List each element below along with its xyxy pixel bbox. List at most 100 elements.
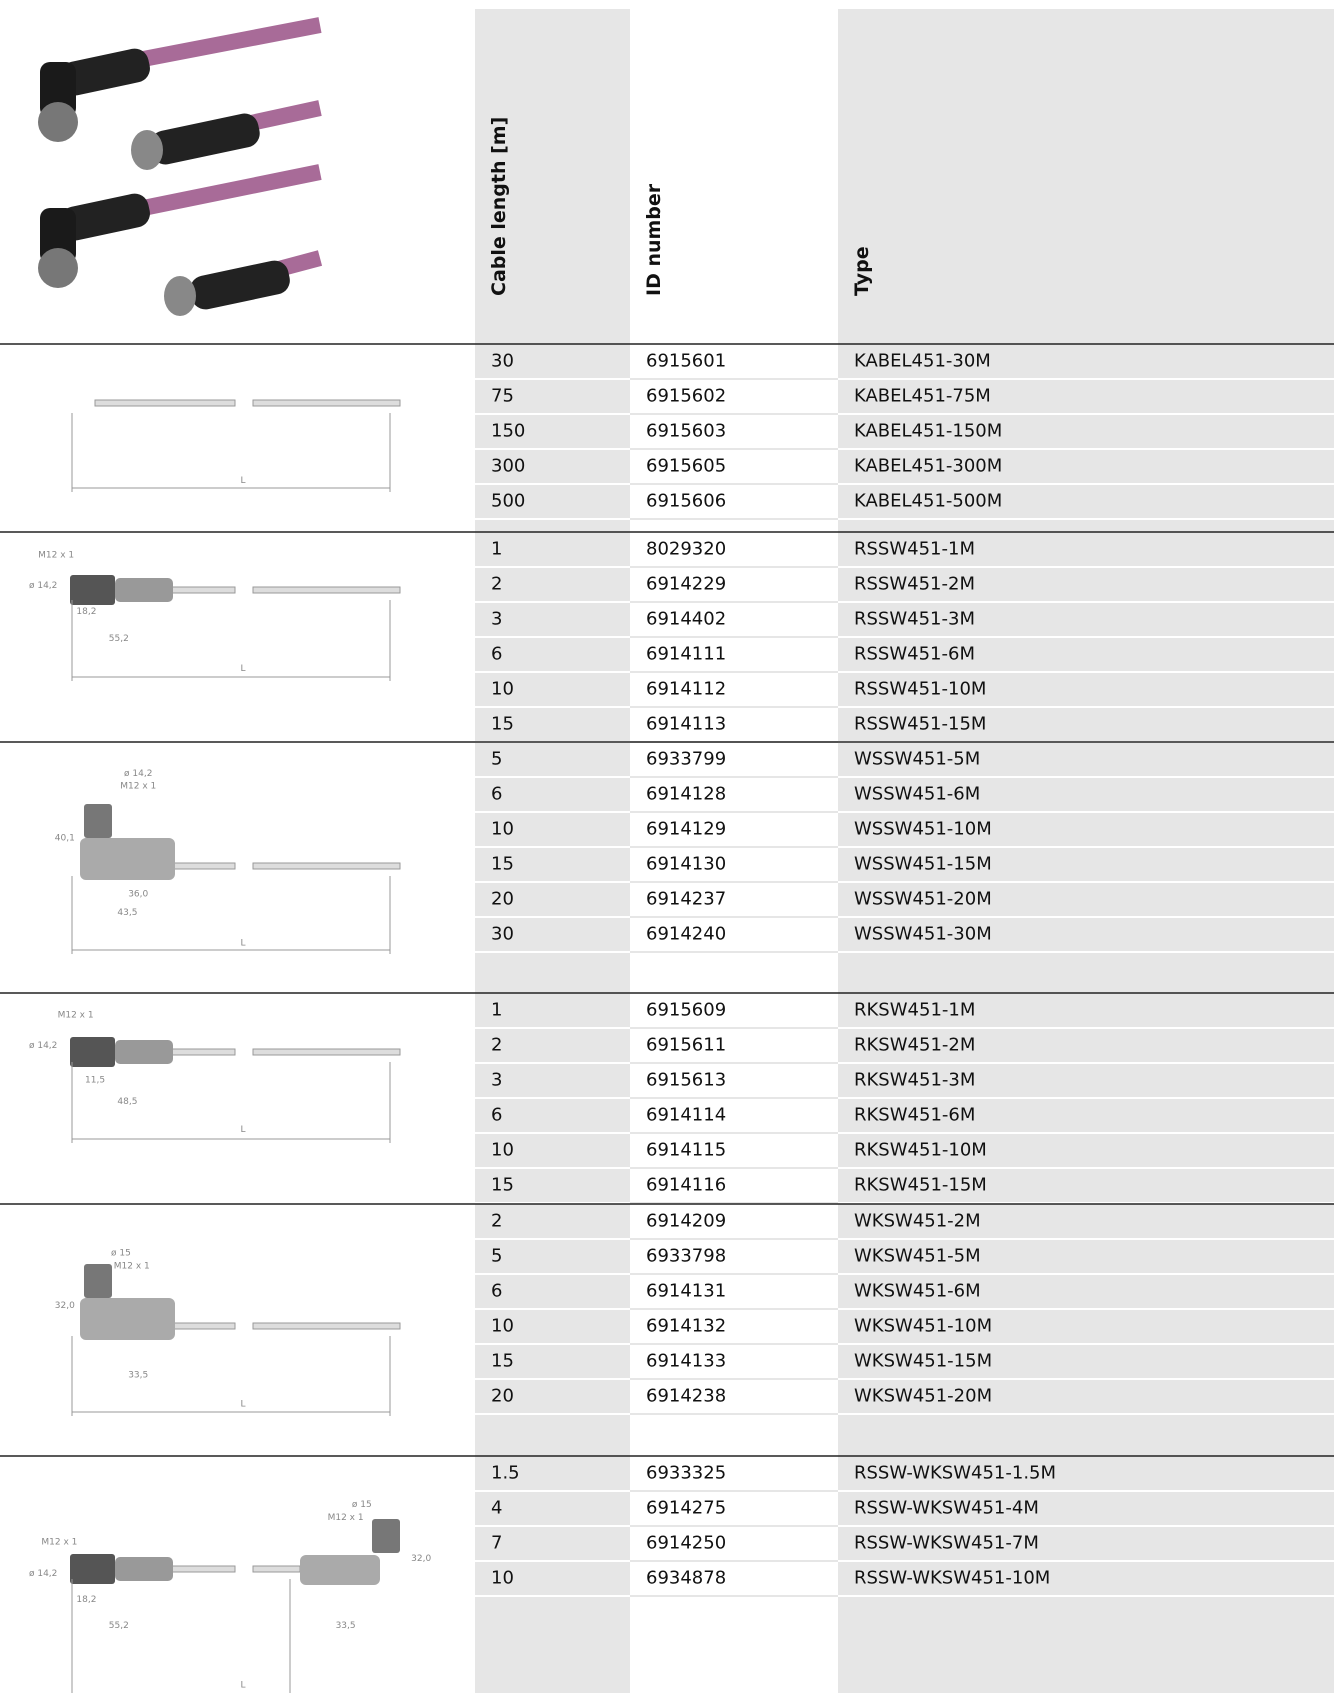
table-cell: RSSW-WKSW451-1.5M <box>854 1463 1056 1484</box>
dimension-label: 55,2 <box>109 634 129 644</box>
table-cell: KABEL451-300M <box>854 456 1002 477</box>
table-cell: WSSW451-5M <box>854 749 980 770</box>
connector-nut <box>372 1519 400 1553</box>
dimension-label: ø 14,2 <box>29 1041 57 1051</box>
table-cell: 6 <box>491 784 502 805</box>
dimension-label: 48,5 <box>117 1097 137 1107</box>
table-cell: 6914209 <box>646 1211 726 1232</box>
dimension-label: L <box>240 938 245 948</box>
table-cell: 7 <box>491 1533 502 1554</box>
table-cell: 6 <box>491 644 502 665</box>
table-cell: 15 <box>491 714 514 735</box>
table-cell: 6914133 <box>646 1351 726 1372</box>
table-cell: 6915602 <box>646 386 726 407</box>
table-cell: 2 <box>491 574 502 595</box>
connector-body <box>80 838 175 880</box>
table-cell: WKSW451-15M <box>854 1351 992 1372</box>
table-cell: RKSW451-2M <box>854 1035 975 1056</box>
table-cell: 4 <box>491 1498 502 1519</box>
table-cell: WSSW451-20M <box>854 889 992 910</box>
cable-drawing: ø 15 M12 x 1 32,0 33,5 L <box>55 1248 401 1416</box>
cable <box>252 862 401 870</box>
table-cell: WSSW451-10M <box>854 819 992 840</box>
column-bg <box>838 9 1334 1693</box>
table-cell: 2 <box>491 1035 502 1056</box>
table-cell: 75 <box>491 386 514 407</box>
table-cell: 15 <box>491 1175 514 1196</box>
connector-body <box>115 1040 173 1064</box>
table-cell: 6914116 <box>646 1175 726 1196</box>
dimension-label: 32,0 <box>55 1301 75 1311</box>
table-cell: WKSW451-20M <box>854 1386 992 1407</box>
table-cell: RSSW-WKSW451-4M <box>854 1498 1039 1519</box>
dimension-label: 33,5 <box>128 1370 148 1380</box>
table-cell: 10 <box>491 819 514 840</box>
dimension-label: M12 x 1 <box>114 1261 150 1271</box>
table-cell: 10 <box>491 1316 514 1337</box>
table-cell: 6915606 <box>646 491 726 512</box>
table-cell: KABEL451-75M <box>854 386 991 407</box>
table-cell: RSSW451-6M <box>854 644 975 665</box>
dimension-label: 36,0 <box>128 890 148 900</box>
table-cell: 5 <box>491 1246 502 1267</box>
table-cell: 6915609 <box>646 1000 726 1021</box>
table-cell: WKSW451-6M <box>854 1281 981 1302</box>
table-cell: 6934878 <box>646 1568 726 1589</box>
table-cell: WKSW451-5M <box>854 1246 981 1267</box>
table-cell: 6914115 <box>646 1140 726 1161</box>
table-cell: 6914128 <box>646 784 726 805</box>
table-cell: RKSW451-6M <box>854 1105 975 1126</box>
cable <box>252 1048 401 1056</box>
table-cell: 2 <box>491 1211 502 1232</box>
cable <box>169 586 236 594</box>
table-cell: 10 <box>491 1568 514 1589</box>
cable-drawing: M12 x 1 ø 14,2 18,2 55,2 ø 15 M12 x 1 32,0 33,5… <box>29 1500 431 1693</box>
dimension-label: ø 14,2 <box>124 769 152 779</box>
product-photo <box>38 17 323 316</box>
table-cell: WSSW451-6M <box>854 784 980 805</box>
cable <box>252 586 401 594</box>
table-cell: 3 <box>491 609 502 630</box>
cable-drawing: ø 14,2 M12 x 1 40,1 36,0 43,5 L <box>55 769 401 954</box>
dimension-label: L <box>240 1400 245 1410</box>
table-cell: 6 <box>491 1281 502 1302</box>
dimension-label: 40,1 <box>55 834 75 844</box>
table-cell: 1 <box>491 539 502 560</box>
dimension-label: 32,0 <box>411 1554 431 1564</box>
table-cell: 8029320 <box>646 539 726 560</box>
cable <box>252 1565 301 1573</box>
table-cell: 6915603 <box>646 421 726 442</box>
table-cell: RSSW451-1M <box>854 539 975 560</box>
connector-nut <box>70 575 115 605</box>
table-cell: 10 <box>491 679 514 700</box>
table-cell: WSSW451-15M <box>854 854 992 875</box>
table-cell: 6914229 <box>646 574 726 595</box>
table-cell: 500 <box>491 491 525 512</box>
table-cell: WKSW451-10M <box>854 1316 992 1337</box>
dimension-label: L <box>240 1680 245 1690</box>
dimension-label: ø 15 <box>352 1500 372 1510</box>
connector-body <box>80 1298 175 1340</box>
table-cell: 1 <box>491 1000 502 1021</box>
table-cell: 15 <box>491 854 514 875</box>
cable <box>252 1322 401 1330</box>
table-cell: 6914130 <box>646 854 726 875</box>
table-cell: 300 <box>491 456 525 477</box>
cable-drawing: L <box>71 399 401 492</box>
table-cell: 6915611 <box>646 1035 726 1056</box>
cable-drawing: M12 x 1 ø 14,2 11,5 48,5 L <box>29 1011 401 1143</box>
table-cell: RSSW451-15M <box>854 714 986 735</box>
table-cell: WSSW451-30M <box>854 924 992 945</box>
table-cell: RSSW451-10M <box>854 679 986 700</box>
table-cell: 6914275 <box>646 1498 726 1519</box>
table-cell: 1.5 <box>491 1463 520 1484</box>
table-cell: RSSW-WKSW451-7M <box>854 1533 1039 1554</box>
table-cell: 6 <box>491 1105 502 1126</box>
table-cell: 3 <box>491 1070 502 1091</box>
connector-body <box>115 1557 173 1581</box>
column-bg <box>475 9 630 1693</box>
table-cell: 5 <box>491 749 502 770</box>
table-cell: 20 <box>491 1386 514 1407</box>
table-cell: 6915601 <box>646 351 726 372</box>
